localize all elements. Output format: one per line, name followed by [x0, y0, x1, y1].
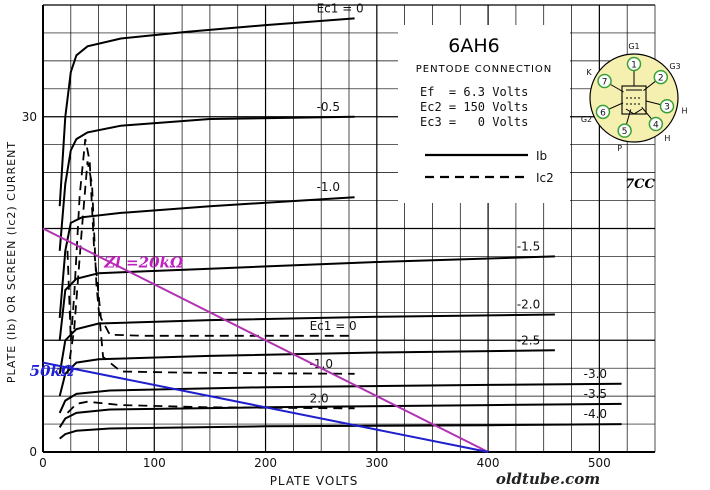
plate-curve-label: -4.0	[584, 407, 607, 421]
load-line-label: Zl =20kΩ	[103, 254, 184, 272]
condition-ec3: Ec3 = 0 Volts	[420, 115, 528, 129]
base-pin	[626, 56, 642, 72]
pin-number: 6	[600, 108, 606, 118]
plate-curve-label: -3.0	[584, 367, 607, 381]
x-tick-label: 100	[143, 456, 166, 470]
plate-curve	[58, 382, 622, 414]
load-lines: Zl =20kΩ 50kΩ	[30, 227, 489, 453]
base-pin	[595, 104, 611, 120]
plate-curve	[58, 349, 555, 397]
screen-curve	[66, 400, 355, 414]
screen-curve-label: 2.0	[310, 391, 329, 405]
base-pin	[648, 116, 664, 132]
plate-curve	[59, 423, 622, 440]
pin-number: 2	[658, 74, 664, 84]
watermark: oldtube.com	[496, 470, 600, 488]
x-tick-label: 200	[254, 456, 277, 470]
plate-curve-label: -1.0	[317, 180, 340, 194]
pin-number: 7	[602, 78, 608, 88]
screen-curve	[66, 161, 355, 375]
pin-name: P	[617, 144, 622, 153]
x-axis-title: PLATE VOLTS	[270, 474, 359, 488]
load-line	[42, 227, 489, 453]
pin-number: 5	[622, 127, 628, 137]
pin-number: 1	[631, 61, 637, 71]
pin-name: G3	[669, 62, 680, 71]
x-tick-label: 400	[477, 456, 500, 470]
base-pin	[653, 69, 669, 85]
condition-ec2: Ec2 = 150 Volts	[420, 100, 528, 114]
y-axis-title: PLATE (Ib) OR SCREEN (Ic2) CURRENT	[5, 141, 18, 383]
load-line	[42, 361, 489, 453]
plate-curve	[58, 255, 555, 341]
x-tick-label: 500	[588, 456, 611, 470]
legend-ib-label: Ib	[536, 149, 547, 163]
plate-curve	[58, 313, 555, 374]
plate-curve	[58, 17, 355, 207]
base-pin	[597, 73, 612, 89]
load-line-label: 50kΩ	[30, 362, 75, 380]
base-pin	[617, 123, 632, 138]
condition-ef: Ef = 6.3 Volts	[420, 85, 528, 99]
tube-cathode	[625, 108, 643, 115]
plate-curve-label: -2.0	[517, 298, 540, 312]
plate-curve	[58, 196, 355, 318]
pin-name: H	[681, 107, 687, 116]
plate-curve	[58, 402, 622, 428]
tube-title: 6AH6	[448, 35, 499, 57]
y-tick-label: 0	[29, 445, 37, 459]
pin-name: G2	[581, 115, 592, 124]
plate-curve-label: -1.5	[517, 239, 540, 253]
plate-curve	[58, 115, 355, 251]
screen-curve	[66, 138, 355, 341]
y-tick-label: 30	[22, 110, 37, 124]
base-pin	[659, 98, 675, 114]
pin-number: 3	[664, 103, 670, 113]
pin-name: G1	[628, 42, 639, 51]
x-tick-label: 0	[39, 456, 47, 470]
chart-series: Ec1 = 0 -0.5 -1.0 -1.5 -2.0 -2.5 -3.0 -3.5 -4.0 E…	[58, 1, 622, 440]
legend-ic2-label: Ic2	[536, 171, 554, 185]
screen-curve-label: -1.0	[310, 357, 333, 371]
plate-curve-label: Ec1 = 0	[317, 1, 364, 15]
plate-curve-label: -0.5	[317, 100, 340, 114]
screen-curve-label: Ec1 = 0	[310, 319, 357, 333]
pin-name: H	[664, 134, 670, 143]
pin-name: K	[586, 68, 592, 77]
base-code: 7CC	[625, 177, 655, 192]
x-tick-label: 300	[365, 456, 388, 470]
plate-curve-label: -2.5	[517, 333, 540, 347]
pin-number: 4	[653, 121, 659, 131]
info-panel	[398, 25, 570, 203]
plate-curve-label: -3.5	[584, 387, 607, 401]
connection-label: PENTODE CONNECTION	[416, 64, 553, 75]
